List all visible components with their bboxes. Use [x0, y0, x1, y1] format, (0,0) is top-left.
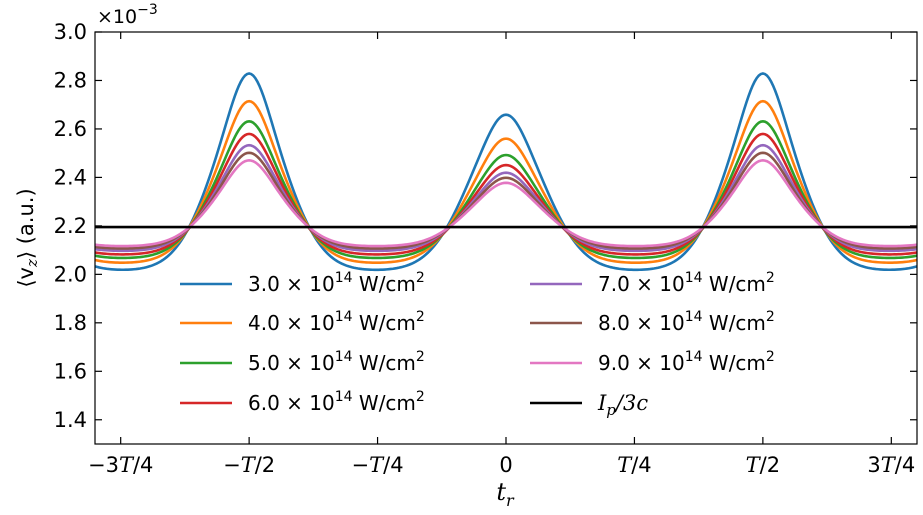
x-tick-label: −T/2	[223, 453, 275, 477]
x-axis-label: tr	[496, 478, 515, 510]
plot-frame	[94, 31, 918, 445]
y-tick-label: 3.0	[54, 20, 87, 44]
tick-labels: 1.4 1.6 1.8 2.0 2.2 2.4 2.6 2.8 3.0 −3T/4 −T/2 −T/4…	[54, 20, 916, 477]
series-line-2	[95, 99, 917, 264]
y-tick-label: 2.8	[54, 68, 87, 92]
y-tick-label: 2.0	[54, 262, 87, 286]
y-axis-label: ⟨vz⟩ (a.u.)	[14, 188, 41, 287]
y-tick-label: 2.2	[54, 214, 87, 238]
series-line-7	[95, 159, 917, 248]
y-tick-label: 1.8	[54, 311, 87, 335]
series-line-5	[95, 143, 917, 253]
legend-label-right-3: 9.0 × 1014 W/cm2	[598, 349, 775, 375]
axis-ticks	[95, 31, 917, 444]
y-multiplier: ×10−3	[97, 2, 158, 28]
legend-label-left-2: 4.0 × 1014 W/cm2	[248, 309, 425, 335]
y-tick-label: 1.6	[54, 359, 87, 383]
legend-label-baseline: Ip/3c	[597, 391, 648, 419]
legend-label-right-1: 7.0 × 1014 W/cm2	[598, 270, 775, 296]
legend-label-right-2: 8.0 × 1014 W/cm2	[598, 309, 775, 335]
legend-label-left-4: 6.0 × 1014 W/cm2	[248, 389, 425, 415]
legend-label-left-1: 3.0 × 1014 W/cm2	[248, 270, 425, 296]
series-lines	[95, 72, 917, 272]
x-tick-label: T/4	[617, 453, 651, 477]
y-tick-label: 2.6	[54, 117, 87, 141]
x-tick-label: −3T/4	[88, 453, 153, 477]
x-tick-label: −T/4	[352, 453, 404, 477]
series-line-1	[95, 72, 917, 272]
x-tick-label: 3T/4	[867, 453, 915, 477]
legend: 3.0 × 1014 W/cm2 4.0 × 1014 W/cm2 5.0 × 10…	[180, 270, 775, 419]
series-line-4	[95, 132, 917, 256]
series-line-6	[95, 151, 917, 250]
series-line-3	[95, 119, 917, 260]
y-tick-label: 2.4	[54, 165, 87, 189]
y-tick-label: 1.4	[54, 408, 87, 432]
legend-label-left-3: 5.0 × 1014 W/cm2	[248, 349, 425, 375]
x-tick-label: 0	[499, 453, 512, 477]
x-tick-label: T/2	[746, 453, 780, 477]
